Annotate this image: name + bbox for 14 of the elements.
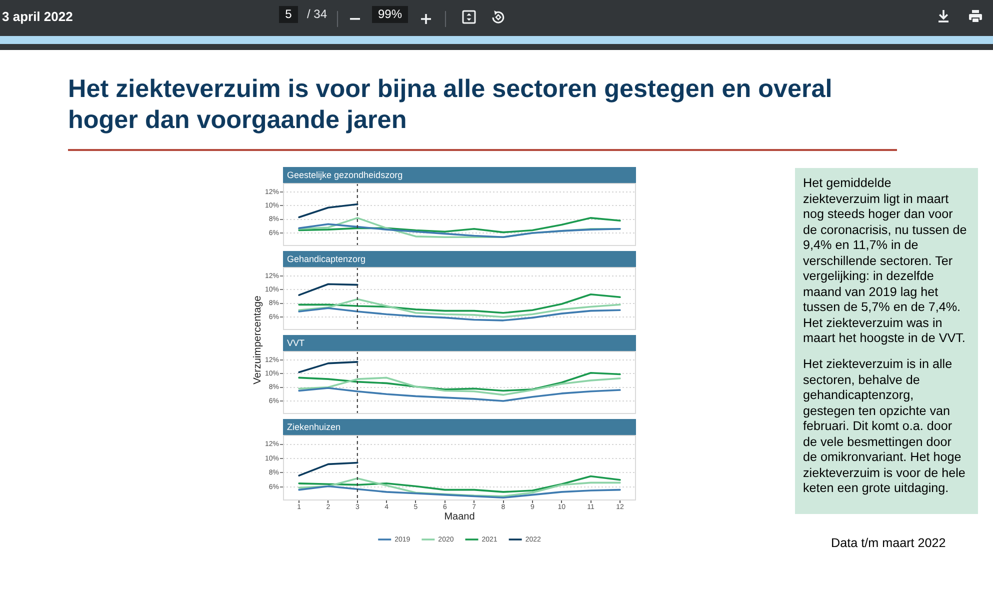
text: Het ziekteverzuim is voor bijna alle sectoren gestegen en overal hoger dan voorgaande jaren — [68, 74, 834, 136]
chart-title: Geestelijke gezondheidszorg — [283, 167, 636, 183]
page-field: 5 — [279, 6, 298, 23]
text: Data t/m maart 2022 — [831, 535, 946, 551]
x-axis-title: Maand — [444, 511, 475, 522]
text: Het ziekteverzuim is in alle sectoren, behalve de gehandicaptenzorg, gestegen ten opzichte van februari. Dit komt o.a. door de vele besmettingen door de omikronvariant. Het hoge ziekteverzuim is voor de hele keten een grote uitdaging. — [803, 357, 966, 495]
chart-title: VVT — [283, 335, 636, 351]
chart-title: Ziekenhuizen — [283, 419, 636, 435]
y-axis-title: Verzuimpercentage — [252, 296, 264, 384]
text: 3 april 2022 — [2, 9, 73, 24]
text: Het gemiddelde ziekteverzuim ligt in maart nog steeds hoger dan voor de coronacrisis, nu tussen de 9,4% en 11,7% in de verschillende sectoren. Ter vergelijking: in dezelfde maand van 2019 lag het tussen de 5,7% en de 7,4%. Het ziekteverzuim was in maart het hoogste in de VVT. — [803, 176, 967, 345]
text: / 34 — [307, 6, 328, 23]
zoom-field: 99% — [372, 6, 408, 23]
chart-title: Gehandicaptenzorg — [283, 251, 636, 267]
